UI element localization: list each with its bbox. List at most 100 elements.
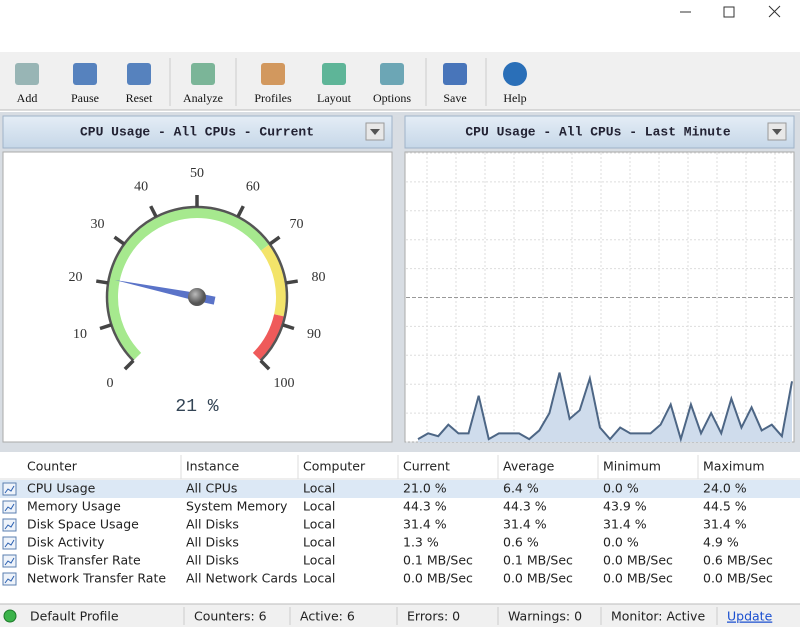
line-chart — [406, 152, 793, 443]
table-cell: All Disks — [186, 535, 239, 550]
table-cell: 0.0 MB/Sec — [503, 571, 573, 586]
button-icon — [380, 63, 404, 85]
status-field: Counters: 6 — [194, 609, 267, 624]
row-icon — [2, 518, 17, 532]
column-header[interactable]: Current — [403, 459, 450, 474]
table-cell: All Disks — [186, 517, 239, 532]
gauge-tick-label: 20 — [69, 270, 83, 285]
toolbar-button[interactable]: Help — [503, 91, 526, 105]
status-field: Warnings: 0 — [508, 609, 582, 624]
table-cell: All Network Cards — [186, 571, 297, 586]
table-cell: Disk Activity — [27, 535, 105, 550]
table-cell: 0.0 % — [603, 535, 639, 550]
table-cell: 0.0 MB/Sec — [403, 571, 473, 586]
table-cell: 0.0 MB/Sec — [603, 553, 673, 568]
row-icon — [2, 572, 17, 586]
dropdown-arrow — [772, 129, 782, 135]
table-cell: Local — [303, 571, 335, 586]
table-cell: Network Transfer Rate — [27, 571, 166, 586]
table-cell: 0.0 % — [603, 481, 639, 496]
table-cell: 44.5 % — [703, 499, 747, 514]
gauge-tick — [236, 205, 245, 218]
table-cell: 21.0 % — [403, 481, 447, 496]
toolbar-button[interactable]: Pause — [71, 91, 99, 105]
toolbar-button[interactable]: Reset — [126, 91, 153, 105]
table-cell: Disk Space Usage — [27, 517, 139, 532]
button-icon — [127, 63, 151, 85]
gauge-tick-label: 70 — [290, 217, 304, 232]
status-field: Active: 6 — [300, 609, 355, 624]
gauge-tick-label: 10 — [73, 327, 87, 342]
button-icon — [73, 63, 97, 85]
close-button[interactable] — [768, 5, 781, 18]
status-icon — [3, 609, 17, 623]
panel-title: CPU Usage - All CPUs - Last Minute — [465, 124, 730, 139]
table-cell: 0.6 MB/Sec — [703, 553, 773, 568]
column-header[interactable]: Average — [503, 459, 555, 474]
column-header[interactable]: Instance — [186, 459, 239, 474]
row-icon-graph — [4, 485, 15, 494]
status-field: Errors: 0 — [407, 609, 460, 624]
row-icon-graph — [4, 539, 15, 548]
column-header[interactable]: Computer — [303, 459, 366, 474]
button-icon — [322, 63, 346, 85]
maximize-button[interactable] — [723, 6, 735, 18]
toolbar-button[interactable]: Save — [443, 91, 466, 105]
gauge-readout: 21 % — [175, 397, 218, 417]
gauge-tick-label: 60 — [246, 180, 260, 195]
table-cell: CPU Usage — [27, 481, 96, 496]
table-cell: All CPUs — [186, 481, 237, 496]
gauge-tick-label: 100 — [273, 376, 294, 391]
update-link[interactable]: Update — [727, 609, 773, 624]
row-icon-graph — [4, 503, 15, 512]
toolbar-button[interactable]: Analyze — [183, 91, 223, 105]
row-icon — [2, 482, 17, 496]
button-icon — [261, 63, 285, 85]
line — [417, 372, 793, 443]
table-cell: Memory Usage — [27, 499, 121, 514]
table-body: Counter Instance Computer Current Average Min… — [0, 455, 800, 586]
toolbar-button[interactable]: Profiles — [254, 91, 292, 105]
gauge-tick-label: 90 — [307, 327, 321, 342]
row-icon — [2, 536, 17, 550]
gauge-tick — [285, 279, 299, 285]
counter-table — [0, 452, 800, 604]
panel-title: CPU Usage - All CPUs - Current — [80, 124, 314, 139]
gauge-tick — [149, 205, 158, 218]
column-header[interactable]: Counter — [27, 459, 78, 474]
table-cell: 31.4 % — [603, 517, 647, 532]
button-icon — [191, 63, 215, 85]
toolbar-button[interactable]: Add — [17, 91, 38, 105]
table-cell: 31.4 % — [403, 517, 447, 532]
toolbar-buttons: Add Pause Reset Analyze Profiles Layout Option… — [15, 58, 527, 106]
panel-header — [2, 115, 393, 149]
toolbar-button[interactable]: Options — [373, 91, 411, 105]
gauge-rim — [105, 205, 289, 362]
table-cell: 0.1 MB/Sec — [503, 553, 573, 568]
table-cell: 4.9 % — [703, 535, 739, 550]
status-bar — [0, 604, 800, 627]
table-cell: 0.0 MB/Sec — [703, 571, 773, 586]
row-icon-graph — [4, 575, 15, 584]
row-icon-graph — [4, 521, 15, 530]
table-cell: Local — [303, 535, 335, 550]
gauge-tick-label: 50 — [190, 166, 204, 181]
table-cell: 31.4 % — [703, 517, 747, 532]
table-cell: 44.3 % — [403, 499, 447, 514]
table-cell: Local — [303, 517, 335, 532]
toolbar-button[interactable]: Layout — [317, 91, 352, 105]
row-icon — [2, 554, 17, 568]
selected-row[interactable] — [0, 480, 800, 498]
column-header[interactable]: Minimum — [603, 459, 661, 474]
button-icon — [443, 63, 467, 85]
table-cell: 1.3 % — [403, 535, 439, 550]
dropdown-arrow — [370, 129, 380, 135]
gauge-tick — [99, 323, 112, 331]
column-header[interactable]: Maximum — [703, 459, 765, 474]
title-bar — [0, 0, 800, 52]
gauge: 0 10 20 30 40 50 60 70 80 90 100 21 % — [69, 166, 326, 417]
status-field: Default Profile — [30, 609, 119, 624]
table-cell: 43.9 % — [603, 499, 647, 514]
table-cell: 24.0 % — [703, 481, 747, 496]
